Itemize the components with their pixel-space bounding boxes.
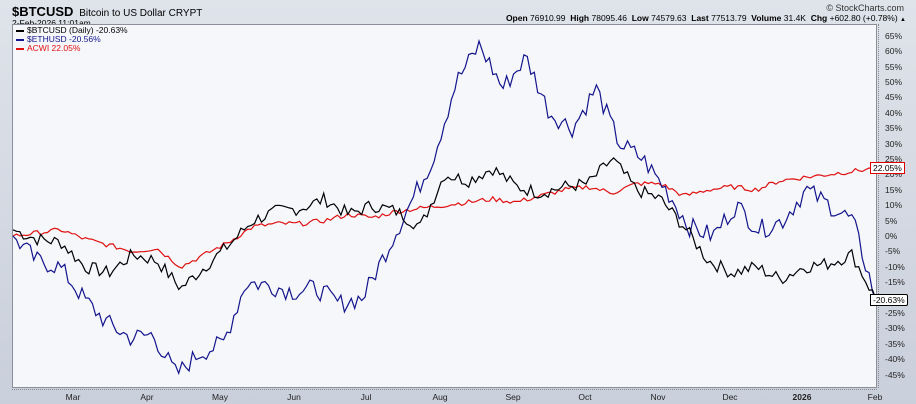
- x-tick: 2026: [792, 392, 812, 402]
- y-tick: 60%: [885, 46, 903, 57]
- volume-label: Volume: [751, 13, 782, 23]
- x-tick: Apr: [140, 392, 154, 402]
- legend-label: $BTCUSD (Daily) -20.63%: [27, 25, 128, 35]
- btc-line: [12, 157, 877, 300]
- legend-swatch: [16, 47, 24, 50]
- y-tick: 20%: [885, 169, 903, 180]
- chart-title: $BTCUSD Bitcoin to US Dollar CRYPT: [12, 4, 202, 19]
- x-tick: Aug: [432, 392, 448, 402]
- chg-value: +602.80 (+0.78%): [829, 13, 898, 23]
- open-label: Open: [505, 13, 528, 23]
- y-tick: -30%: [885, 323, 905, 334]
- legend-item-acwi[interactable]: ACWI 22.05%: [16, 44, 128, 53]
- high-value: 78095.46: [591, 13, 627, 23]
- acwi-line: [12, 167, 877, 269]
- legend-label: $ETHUSD -20.56%: [27, 34, 101, 44]
- legend-swatch: [16, 38, 24, 41]
- x-tick: Sep: [505, 392, 521, 402]
- y-tick: 45%: [885, 92, 903, 103]
- y-tick: 5%: [885, 215, 898, 226]
- y-tick: 50%: [885, 77, 903, 87]
- y-tick: 30%: [885, 138, 903, 149]
- y-tick: -25%: [885, 308, 905, 318]
- y-tick: 65%: [885, 30, 903, 41]
- x-tick: May: [211, 392, 229, 402]
- high-label: High: [570, 13, 590, 23]
- x-tick: Oct: [578, 392, 592, 402]
- symbol: $BTCUSD: [12, 4, 74, 19]
- y-tick: 15%: [885, 184, 903, 195]
- legend-label: ACWI 22.05%: [27, 43, 81, 53]
- price-stats: Open 76910.99 High 78095.46 Low 74579.63…: [506, 13, 906, 23]
- y-tick: 35%: [885, 123, 903, 134]
- plot-area[interactable]: [12, 24, 877, 388]
- low-value: 74579.63: [651, 13, 687, 23]
- eth-line: [12, 38, 877, 376]
- y-tick: 0%: [885, 231, 898, 241]
- acwi-end-tag: 22.05%: [870, 162, 905, 175]
- legend: $BTCUSD (Daily) -20.63% $ETHUSD -20.56% …: [16, 26, 128, 53]
- y-tick: 25%: [885, 154, 903, 164]
- x-tick: Feb: [867, 392, 883, 402]
- chg-label: Chg: [810, 13, 828, 23]
- legend-item-eth[interactable]: $ETHUSD -20.56%: [16, 35, 128, 44]
- y-tick: 55%: [885, 61, 903, 72]
- x-tick: Mar: [65, 392, 81, 402]
- y-tick: -45%: [885, 369, 905, 380]
- y-tick: 40%: [885, 107, 903, 118]
- x-tick: Dec: [722, 392, 738, 402]
- x-tick: Nov: [650, 392, 666, 402]
- y-tick: -35%: [885, 338, 905, 349]
- y-tick: 10%: [885, 200, 903, 211]
- copyright: © StockCharts.com: [826, 3, 904, 13]
- open-value: 76910.99: [530, 13, 566, 23]
- volume-value: 31.4K: [783, 13, 806, 23]
- x-axis: Mar Apr May Jun Jul Aug Sep Oct Nov Dec 2026 Feb: [12, 389, 882, 404]
- y-tick: -10%: [885, 261, 905, 272]
- up-arrow-icon: ▲: [900, 17, 906, 23]
- symbol-name: Bitcoin to US Dollar: [79, 8, 166, 19]
- chart-datetime: 2-Feb-2026 11:01am: [12, 18, 91, 28]
- y-tick: -15%: [885, 277, 905, 288]
- legend-swatch: [16, 29, 24, 32]
- low-label: Low: [631, 13, 649, 23]
- last-label: Last: [691, 13, 709, 23]
- legend-item-btc[interactable]: $BTCUSD (Daily) -20.63%: [16, 26, 128, 35]
- last-value: 77513.79: [711, 13, 747, 23]
- exchange: CRYPT: [168, 8, 203, 19]
- btc-end-tag: -20.63%: [870, 293, 908, 306]
- y-tick: -5%: [885, 246, 901, 257]
- x-tick: Jun: [287, 392, 301, 402]
- y-axis: 65% 60% 55% 50% 45% 40% 35% 30% 25% 20% 15% 10% 5% 0%…: [878, 24, 916, 388]
- x-tick: Jul: [360, 392, 372, 402]
- y-tick: -40%: [885, 354, 905, 365]
